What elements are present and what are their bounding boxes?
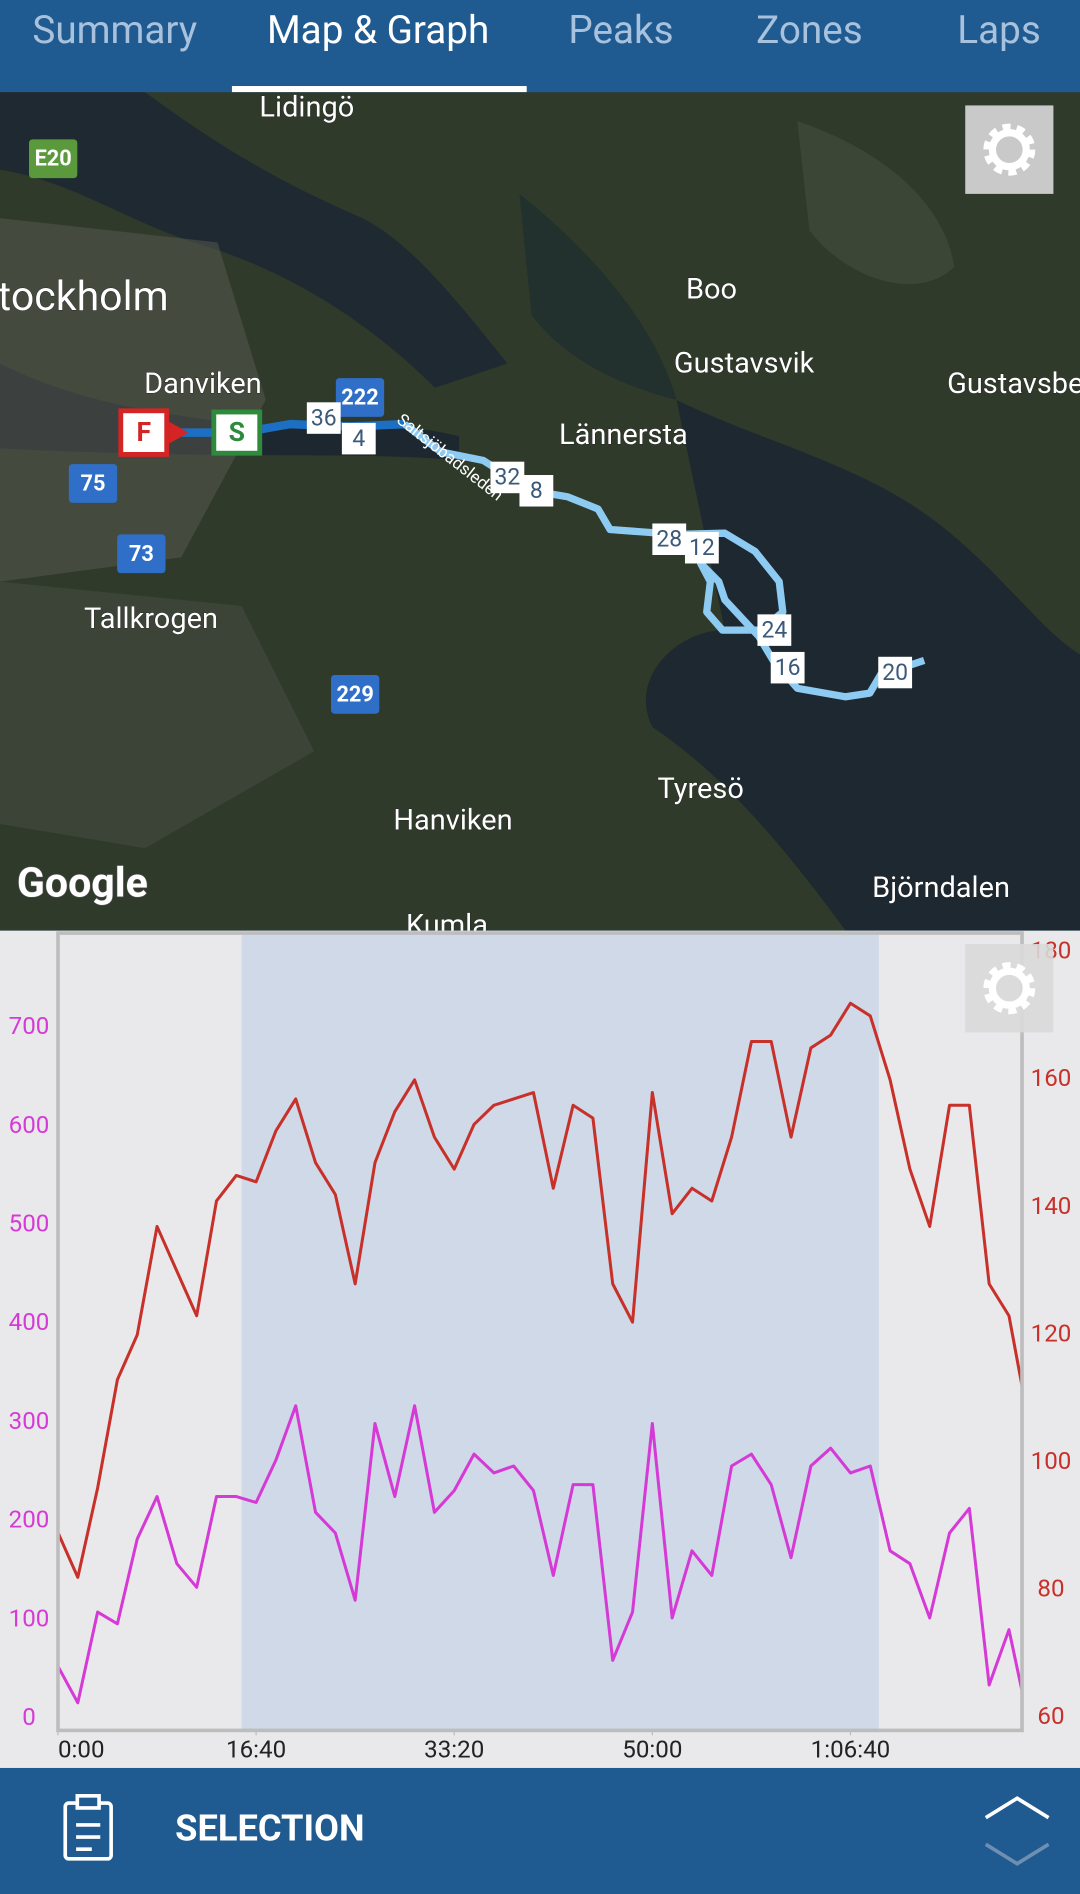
place-label: Kumla <box>406 909 488 943</box>
map-land <box>797 121 955 285</box>
y-tick-label: 100 <box>9 1604 50 1632</box>
settings-icon[interactable] <box>983 962 1036 1015</box>
map-attribution: Google <box>17 860 148 908</box>
tab[interactable]: Summary <box>32 8 197 53</box>
distance-label: 20 <box>882 659 908 686</box>
distance-label: 4 <box>352 425 365 452</box>
map-settings-button[interactable] <box>965 105 1054 194</box>
distance-marker <box>878 656 913 689</box>
distance-marker <box>770 651 805 684</box>
road-number: 75 <box>81 471 106 496</box>
road-shield <box>331 674 380 714</box>
x-tick-label: 16:40 <box>226 1735 286 1763</box>
place-label: Gustavsberg <box>947 367 1080 401</box>
road-number: 229 <box>336 682 373 707</box>
finish-marker <box>118 408 170 457</box>
y-tick-label: 700 <box>9 1012 50 1040</box>
distance-marker <box>519 475 554 507</box>
data-line <box>56 1001 1024 1579</box>
y-tick-label: 200 <box>9 1506 50 1534</box>
distance-label: 16 <box>775 654 801 681</box>
map-water <box>519 193 677 400</box>
place-label: Lännersta <box>559 418 688 452</box>
map-urban <box>0 218 266 582</box>
selection-range <box>241 933 879 1731</box>
y-tick-label: 500 <box>9 1210 50 1238</box>
graph-settings-button[interactable] <box>965 943 1054 1033</box>
y2-tick-label: 80 <box>1037 1574 1064 1602</box>
road-shield <box>28 139 78 179</box>
distance-marker <box>306 402 341 434</box>
road-shield <box>117 534 166 574</box>
data-line <box>56 1404 1024 1705</box>
x-tick-label: 33:20 <box>424 1735 484 1763</box>
place-label: Björndalen <box>872 871 1010 905</box>
place-label: Stockholm <box>0 273 169 321</box>
y2-tick-label: 100 <box>1031 1447 1072 1475</box>
place-label: Hanviken <box>393 803 512 837</box>
map-water <box>645 399 1080 931</box>
place-label: Danviken <box>144 367 262 401</box>
y2-tick-label: 60 <box>1037 1702 1064 1730</box>
tab[interactable]: Zones <box>756 8 863 53</box>
y-tick-label: 0 <box>22 1703 36 1731</box>
road-shield <box>68 464 118 503</box>
distance-marker <box>341 422 376 455</box>
tab-bar <box>0 0 1080 93</box>
route <box>402 421 926 701</box>
finish-pointer <box>169 421 189 444</box>
selection-label[interactable]: SELECTION <box>175 1807 364 1850</box>
distance-marker <box>490 461 525 494</box>
road-number: 222 <box>341 385 378 410</box>
bottom-bar[interactable] <box>0 1767 1080 1894</box>
distance-marker <box>652 523 687 555</box>
place-label: Tyresö <box>657 772 743 806</box>
distance-label: 24 <box>761 616 787 643</box>
place-label: Lidingö <box>259 91 354 125</box>
y2-tick-label: 140 <box>1031 1192 1072 1220</box>
y-tick-label: 400 <box>9 1308 50 1336</box>
active-tab-indicator <box>231 86 527 93</box>
y-tick-label: 600 <box>9 1111 50 1139</box>
finish-label: F <box>136 417 151 448</box>
distance-label: 36 <box>311 404 337 431</box>
chart: 0100200300400500600700608010012014016018… <box>0 930 1080 1768</box>
x-tick-label: 50:00 <box>622 1735 682 1763</box>
road-number: E20 <box>35 147 72 172</box>
tab[interactable]: Laps <box>957 8 1040 53</box>
map: Lidingö Stockholm Boo Gustavsvik Gustavsberg… <box>0 91 1080 943</box>
distance-marker <box>757 614 792 646</box>
settings-icon[interactable] <box>983 123 1036 176</box>
plot-frame <box>56 931 1024 1733</box>
y2-tick-label: 120 <box>1031 1319 1072 1347</box>
distance-marker <box>684 531 719 564</box>
x-tick-label: 1:06:40 <box>811 1735 891 1763</box>
distance-label: 8 <box>530 477 543 504</box>
map-water <box>0 92 508 388</box>
y-tick-label: 300 <box>9 1407 50 1435</box>
road-number: 73 <box>129 542 154 567</box>
y2-tick-label: 160 <box>1031 1064 1072 1092</box>
start-label: S <box>229 417 245 448</box>
clipboard-icon[interactable] <box>63 1794 113 1861</box>
start-marker <box>211 409 263 456</box>
tab[interactable]: Map & Graph <box>267 8 489 53</box>
distance-label: 28 <box>656 526 682 553</box>
place-label: Gustavsvik <box>674 346 815 380</box>
map-urban <box>0 581 315 849</box>
road-shield <box>335 378 385 417</box>
x-tick-label: 0:00 <box>58 1735 105 1763</box>
expand-icon[interactable] <box>984 1796 1050 1866</box>
place-label: Boo <box>686 272 737 306</box>
distance-label: 12 <box>689 534 715 561</box>
tab[interactable]: Peaks <box>568 8 673 53</box>
distance-label: 32 <box>494 464 520 491</box>
place-label: Tallkrogen <box>84 602 218 636</box>
gear-ring[interactable] <box>988 967 1030 1009</box>
